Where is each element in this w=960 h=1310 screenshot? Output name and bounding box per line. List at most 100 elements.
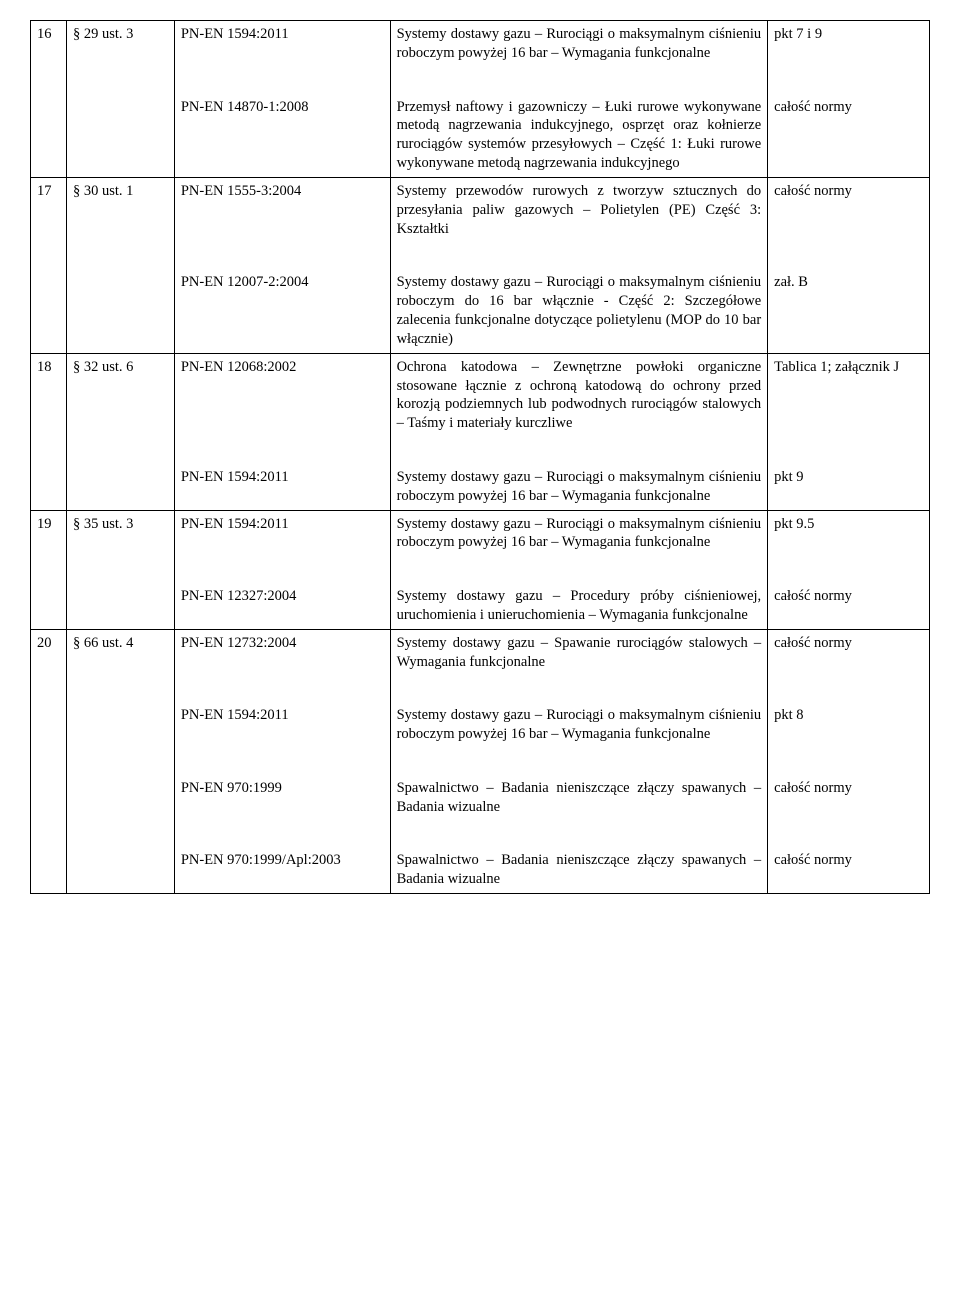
table-row: PN-EN 970:1999/Apl:2003Spawalnictwo – Ba… xyxy=(31,847,930,893)
spacer-cell xyxy=(31,556,67,583)
standard-notes: zał. B xyxy=(768,269,930,353)
standard-description: Systemy dostawy gazu – Spawanie rurociąg… xyxy=(390,629,768,675)
standard-code: PN-EN 12007-2:2004 xyxy=(174,269,390,353)
spacer-cell xyxy=(31,242,67,269)
paragraph-ref-cont xyxy=(66,464,174,510)
paragraph-ref: § 30 ust. 1 xyxy=(66,177,174,242)
spacer-cell xyxy=(390,821,768,848)
standard-code: PN-EN 12068:2002 xyxy=(174,353,390,437)
row-number-cont xyxy=(31,583,67,629)
spacer-cell xyxy=(768,67,930,94)
spacer-cell xyxy=(31,67,67,94)
spacer-cell xyxy=(768,242,930,269)
row-number-cont xyxy=(31,464,67,510)
spacer-cell xyxy=(390,675,768,702)
standard-code: PN-EN 1555-3:2004 xyxy=(174,177,390,242)
spacer-cell xyxy=(390,556,768,583)
spacer-cell xyxy=(768,675,930,702)
paragraph-ref: § 66 ust. 4 xyxy=(66,629,174,675)
standard-code: PN-EN 1594:2011 xyxy=(174,21,390,67)
spacer-cell xyxy=(390,242,768,269)
table-row: PN-EN 14870-1:2008Przemysł naftowy i gaz… xyxy=(31,94,930,178)
standard-code: PN-EN 970:1999/Apl:2003 xyxy=(174,847,390,893)
spacer-cell xyxy=(768,821,930,848)
standard-notes: całość normy xyxy=(768,94,930,178)
row-number-cont xyxy=(31,775,67,821)
spacer-row xyxy=(31,675,930,702)
table-row: PN-EN 12007-2:2004Systemy dostawy gazu –… xyxy=(31,269,930,353)
standard-description: Systemy dostawy gazu – Procedury próby c… xyxy=(390,583,768,629)
row-number-cont xyxy=(31,269,67,353)
paragraph-ref-cont xyxy=(66,583,174,629)
standard-notes: pkt 9.5 xyxy=(768,510,930,556)
spacer-cell xyxy=(31,821,67,848)
standard-description: Systemy przewodów rurowych z tworzyw szt… xyxy=(390,177,768,242)
standard-code: PN-EN 1594:2011 xyxy=(174,464,390,510)
table-row: 19§ 35 ust. 3PN-EN 1594:2011Systemy dost… xyxy=(31,510,930,556)
standard-code: PN-EN 970:1999 xyxy=(174,775,390,821)
spacer-cell xyxy=(174,748,390,775)
standard-description: Spawalnictwo – Badania nieniszczące złąc… xyxy=(390,775,768,821)
standard-notes: całość normy xyxy=(768,847,930,893)
standard-code: PN-EN 1594:2011 xyxy=(174,510,390,556)
spacer-cell xyxy=(66,748,174,775)
spacer-cell xyxy=(66,821,174,848)
standard-notes: całość normy xyxy=(768,177,930,242)
row-number: 18 xyxy=(31,353,67,437)
spacer-cell xyxy=(768,556,930,583)
row-number-cont xyxy=(31,702,67,748)
standard-notes: pkt 8 xyxy=(768,702,930,748)
standard-description: Systemy dostawy gazu – Rurociągi o maksy… xyxy=(390,510,768,556)
row-number: 16 xyxy=(31,21,67,67)
row-number-cont xyxy=(31,94,67,178)
row-number: 17 xyxy=(31,177,67,242)
spacer-cell xyxy=(66,242,174,269)
spacer-row xyxy=(31,242,930,269)
paragraph-ref-cont xyxy=(66,702,174,748)
standards-table: 16§ 29 ust. 3PN-EN 1594:2011Systemy dost… xyxy=(30,20,930,894)
spacer-cell xyxy=(66,675,174,702)
standard-description: Przemysł naftowy i gazowniczy – Łuki rur… xyxy=(390,94,768,178)
standard-description: Systemy dostawy gazu – Rurociągi o maksy… xyxy=(390,269,768,353)
spacer-cell xyxy=(768,437,930,464)
table-row: PN-EN 1594:2011Systemy dostawy gazu – Ru… xyxy=(31,702,930,748)
standard-code: PN-EN 14870-1:2008 xyxy=(174,94,390,178)
spacer-row xyxy=(31,821,930,848)
spacer-row xyxy=(31,437,930,464)
paragraph-ref-cont xyxy=(66,94,174,178)
spacer-cell xyxy=(174,556,390,583)
standard-notes: pkt 7 i 9 xyxy=(768,21,930,67)
standard-code: PN-EN 12732:2004 xyxy=(174,629,390,675)
spacer-cell xyxy=(174,67,390,94)
paragraph-ref: § 32 ust. 6 xyxy=(66,353,174,437)
table-row: PN-EN 970:1999Spawalnictwo – Badania nie… xyxy=(31,775,930,821)
table-row: PN-EN 12327:2004Systemy dostawy gazu – P… xyxy=(31,583,930,629)
spacer-cell xyxy=(31,437,67,464)
standard-description: Spawalnictwo – Badania nieniszczące złąc… xyxy=(390,847,768,893)
standard-description: Systemy dostawy gazu – Rurociągi o maksy… xyxy=(390,702,768,748)
table-row: 16§ 29 ust. 3PN-EN 1594:2011Systemy dost… xyxy=(31,21,930,67)
standard-notes: Tablica 1; załącznik J xyxy=(768,353,930,437)
spacer-cell xyxy=(66,437,174,464)
spacer-cell xyxy=(174,242,390,269)
paragraph-ref: § 35 ust. 3 xyxy=(66,510,174,556)
spacer-cell xyxy=(390,67,768,94)
spacer-cell xyxy=(768,748,930,775)
table-row: 17§ 30 ust. 1PN-EN 1555-3:2004Systemy pr… xyxy=(31,177,930,242)
spacer-cell xyxy=(390,748,768,775)
standard-description: Ochrona katodowa – Zewnętrzne powłoki or… xyxy=(390,353,768,437)
standard-notes: całość normy xyxy=(768,775,930,821)
row-number: 19 xyxy=(31,510,67,556)
spacer-row xyxy=(31,67,930,94)
row-number: 20 xyxy=(31,629,67,675)
standard-description: Systemy dostawy gazu – Rurociągi o maksy… xyxy=(390,464,768,510)
spacer-cell xyxy=(66,556,174,583)
standard-description: Systemy dostawy gazu – Rurociągi o maksy… xyxy=(390,21,768,67)
standard-notes: całość normy xyxy=(768,583,930,629)
standard-code: PN-EN 12327:2004 xyxy=(174,583,390,629)
standard-notes: pkt 9 xyxy=(768,464,930,510)
paragraph-ref-cont xyxy=(66,847,174,893)
table-row: PN-EN 1594:2011Systemy dostawy gazu – Ru… xyxy=(31,464,930,510)
spacer-row xyxy=(31,556,930,583)
table-row: 18§ 32 ust. 6PN-EN 12068:2002Ochrona kat… xyxy=(31,353,930,437)
